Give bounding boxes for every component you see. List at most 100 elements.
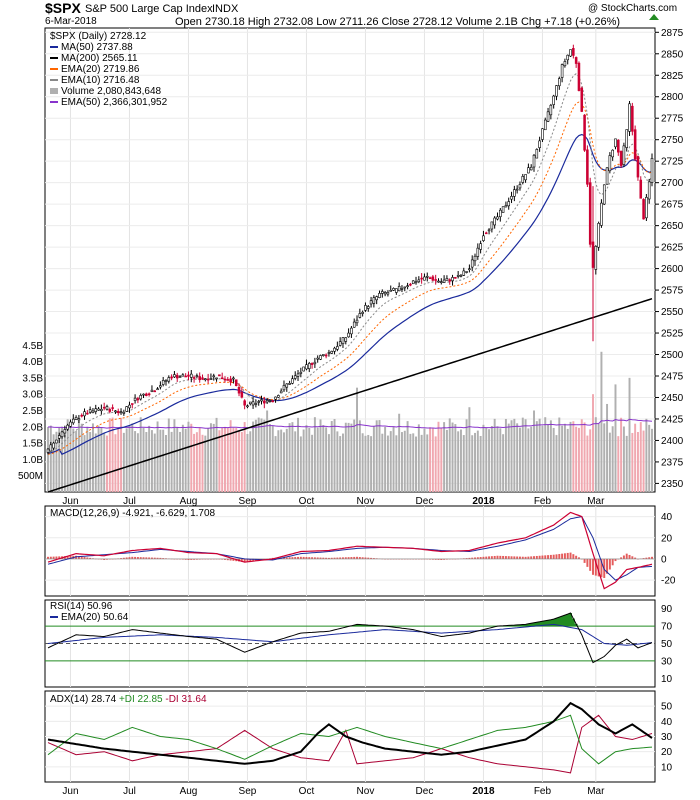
macd-histogram-bar: [465, 558, 468, 559]
macd-histogram-bar: [229, 558, 232, 561]
volume-bar: [280, 429, 283, 492]
macd-histogram-bar: [631, 556, 634, 559]
price-candle: [366, 306, 370, 309]
rsi-tick-label: 90: [661, 604, 673, 615]
volume-bar: [406, 421, 409, 492]
volume-bar: [215, 417, 218, 492]
price-tick-label: 2750: [661, 135, 684, 146]
volume-bar: [179, 431, 182, 492]
price-candle: [164, 380, 168, 382]
volume-bar: [490, 426, 493, 492]
price-candle: [538, 140, 541, 148]
volume-bar: [86, 426, 89, 492]
macd-histogram-bar: [530, 556, 533, 559]
macd-histogram-bar: [139, 557, 142, 559]
volume-bar: [465, 419, 468, 492]
macd-histogram-bar: [327, 557, 330, 559]
volume-bar: [513, 418, 516, 492]
price-candle: [147, 393, 151, 396]
price-candle: [215, 377, 218, 380]
price-candle: [94, 408, 98, 412]
adx-line: [47, 701, 653, 765]
macd-histogram-bar: [533, 556, 535, 559]
price-candle: [189, 373, 193, 378]
price-candle: [372, 297, 376, 304]
volume-bar: [302, 429, 305, 492]
volume-bar: [108, 418, 111, 492]
macd-histogram-bar: [165, 558, 167, 559]
volume-bar: [622, 426, 625, 492]
price-candle: [586, 149, 589, 185]
macd-histogram-bar: [547, 555, 550, 559]
macd-histogram-bar: [620, 557, 623, 559]
price-candle: [170, 376, 173, 379]
volume-bar: [575, 426, 578, 492]
volume-bar: [319, 419, 322, 492]
price-candle: [479, 243, 482, 250]
price-candle: [510, 196, 513, 200]
ma50-line: [47, 133, 653, 455]
price-candle: [358, 313, 362, 318]
volume-bar: [462, 435, 465, 492]
macd-histogram-bar: [651, 556, 653, 559]
price-candle: [322, 354, 325, 356]
macd-histogram-bar: [569, 552, 572, 559]
legend-rsi-ema: EMA(20) 50.64: [50, 612, 128, 623]
price-candle: [588, 182, 592, 245]
macd-histogram-bar: [493, 555, 496, 559]
ema10-line: [47, 73, 653, 453]
volume-bar: [139, 417, 142, 492]
volume-bar: [628, 377, 631, 492]
volume-bar: [291, 422, 294, 492]
macd-histogram-bar: [134, 556, 137, 559]
price-candle: [434, 279, 437, 281]
x-tick-label: Aug: [180, 786, 198, 797]
price-candle: [633, 129, 637, 160]
volume-bar: [631, 432, 634, 492]
macd-histogram-bar: [583, 558, 586, 563]
macd-histogram-bar: [311, 557, 314, 559]
price-candle: [246, 405, 249, 408]
price-candle: [406, 285, 409, 287]
volume-bar: [94, 433, 97, 492]
price-candle: [83, 411, 86, 417]
price-candle: [628, 103, 631, 132]
volume-bar: [485, 427, 488, 492]
price-candle: [389, 290, 393, 292]
volume-bar: [367, 434, 370, 492]
price-tick-label: 2350: [661, 479, 684, 490]
volume-bar: [66, 419, 69, 492]
volume-bar: [569, 421, 572, 492]
symbol: $SPX: [45, 0, 81, 16]
volume-bar: [426, 434, 429, 492]
price-candle: [428, 277, 432, 280]
price-candle: [223, 378, 227, 381]
x-tick-label: Oct: [299, 786, 315, 797]
price-candle: [594, 246, 598, 270]
volume-bar: [252, 421, 255, 492]
macd-histogram-bar: [563, 553, 566, 559]
macd-histogram-bar: [322, 557, 325, 559]
rsi-tick-label: 70: [661, 622, 673, 633]
price-candle: [220, 377, 224, 380]
volume-bar: [594, 417, 597, 492]
volume-bar: [128, 425, 131, 492]
volume-bar: [106, 435, 108, 492]
legend-rsi: RSI(14) 50.96: [50, 601, 113, 612]
volume-bar: [504, 418, 507, 492]
adx-tick-label: 30: [661, 732, 673, 743]
macd-histogram-bar: [156, 557, 159, 559]
volume-bar: [552, 427, 555, 492]
price-candle: [77, 418, 81, 421]
volume-bar: [341, 433, 344, 492]
price-candle: [541, 128, 544, 140]
volume-bar: [617, 436, 620, 492]
price-candle: [198, 376, 201, 381]
volume-bar: [415, 436, 417, 492]
price-candle: [74, 417, 78, 420]
volume-bar: [468, 407, 471, 492]
macd-histogram-bar: [305, 557, 308, 559]
volume-bar: [409, 433, 412, 492]
